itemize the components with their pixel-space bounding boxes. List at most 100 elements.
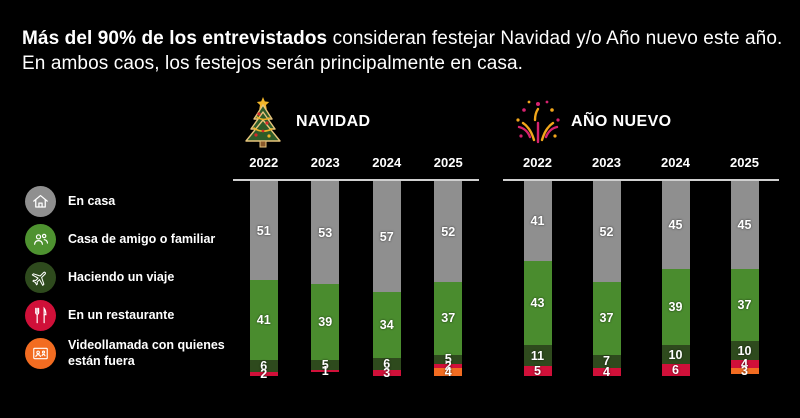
bar-segment-casa-amigo: 39 <box>661 268 690 345</box>
section-title-anonuevo: AÑO NUEVO <box>571 113 672 130</box>
segment-value: 52 <box>441 224 456 239</box>
bar-segment-casa-amigo: 41 <box>249 280 278 361</box>
legend-label: Videollamada con quienes están fuera <box>68 338 225 368</box>
section-header-navidad: NAVIDAD <box>239 96 371 148</box>
fireworks-icon <box>514 96 562 148</box>
bar-segment-restaurante: 2 <box>434 360 463 372</box>
segment-value: 41 <box>256 313 271 328</box>
page-title: Más del 90% de los entrevistados conside… <box>22 26 792 77</box>
bar-segment-en-casa: 45 <box>730 181 759 269</box>
year-label: 2024 <box>372 155 402 170</box>
bar-segment-viaje: 7 <box>592 354 621 369</box>
segment-value: 3 <box>383 365 391 380</box>
segment-value: 37 <box>737 297 752 312</box>
year-label: 2022 <box>523 155 552 170</box>
year-label: 2023 <box>592 155 621 170</box>
segment-value: 6 <box>260 358 268 373</box>
bar-segment-casa-amigo: 37 <box>592 282 621 355</box>
segment-value: 52 <box>599 224 614 239</box>
segment-value: 43 <box>530 295 545 310</box>
bar-segment-viaje: 6 <box>372 358 401 371</box>
bar-segment-videollamada: 4 <box>434 366 463 378</box>
bar-segment-restaurante: 5 <box>523 365 552 377</box>
bar-column-2023: 2023 52 37 7 4 <box>572 155 641 378</box>
segment-value: 34 <box>379 318 394 333</box>
segment-value: 6 <box>383 357 391 372</box>
bar-segment-en-casa: 52 <box>592 181 621 283</box>
stacked-bar: 45 39 10 6 <box>661 181 690 376</box>
legend-item-en-casa: En casa <box>25 186 235 217</box>
segment-value: 45 <box>737 217 752 232</box>
legend-item-videollamada: Videollamada con quienes están fuera <box>25 338 235 370</box>
stacked-bar: 51 41 6 2 <box>249 181 278 380</box>
bar-column-2025: 2025 45 37 10 4 3 <box>710 155 779 377</box>
segment-value: 4 <box>603 364 610 379</box>
segment-value: 2 <box>444 358 452 373</box>
year-label: 2023 <box>310 155 340 170</box>
year-label: 2024 <box>661 155 690 170</box>
bar-segment-casa-amigo: 34 <box>372 292 401 359</box>
segment-value: 39 <box>318 315 333 330</box>
christmas-tree-icon <box>239 96 287 148</box>
bar-segment-viaje: 10 <box>730 340 759 361</box>
section-header-anonuevo: AÑO NUEVO <box>514 96 672 148</box>
legend-label: Casa de amigo o familiar <box>68 231 216 246</box>
bar-segment-en-casa: 52 <box>434 181 463 283</box>
bar-segment-casa-amigo: 39 <box>311 284 340 361</box>
segment-value: 39 <box>668 299 683 314</box>
segment-value: 53 <box>318 225 333 240</box>
legend-item-casa-amigo: Casa de amigo o familiar <box>25 224 235 255</box>
segment-value: 57 <box>379 229 394 244</box>
bar-segment-en-casa: 41 <box>523 181 552 261</box>
bar-segment-restaurante: 4 <box>730 358 759 370</box>
house-icon <box>25 186 56 217</box>
year-label: 2025 <box>730 155 759 170</box>
bar-segment-viaje: 10 <box>661 344 690 365</box>
bar-segment-restaurante: 6 <box>661 364 690 376</box>
segment-value: 45 <box>668 217 683 232</box>
bar-segment-videollamada: 3 <box>730 365 759 377</box>
bar-segment-restaurante: 4 <box>592 366 621 378</box>
stacked-bar: 52 37 5 2 4 <box>434 181 463 378</box>
bar-segment-restaurante: 2 <box>249 368 278 380</box>
legend-label: En un restaurante <box>68 307 175 322</box>
bar-segment-restaurante: 1 <box>311 365 340 377</box>
year-label: 2022 <box>249 155 279 170</box>
bar-segment-viaje: 6 <box>249 360 278 373</box>
segment-value: 3 <box>741 363 748 378</box>
bar-column-2024: 2024 57 34 6 3 <box>356 155 418 379</box>
chart-anonuevo: 2022 41 43 11 5 2023 52 37 7 4 2024 45 39 10 6 2025 45 37… <box>503 155 779 378</box>
bar-segment-en-casa: 45 <box>661 181 690 269</box>
segment-value: 37 <box>441 311 456 326</box>
bar-segment-casa-amigo: 43 <box>523 260 552 345</box>
segment-value: 6 <box>672 362 679 377</box>
legend-item-viaje: Haciendo un viaje <box>25 262 235 293</box>
legend-label: Haciendo un viaje <box>68 269 175 284</box>
stacked-bar: 57 34 6 3 <box>372 181 401 379</box>
bar-column-2023: 2023 53 39 5 1 <box>295 155 357 377</box>
bar-column-2025: 2025 52 37 5 2 4 <box>418 155 480 378</box>
restaurant-icon <box>25 300 56 331</box>
segment-value: 1 <box>321 363 329 378</box>
bar-segment-viaje: 11 <box>523 344 552 367</box>
segment-value: 7 <box>603 354 610 369</box>
segment-value: 11 <box>530 348 545 363</box>
segment-value: 10 <box>668 347 683 362</box>
segment-value: 5 <box>321 358 329 373</box>
people-icon <box>25 224 56 255</box>
stacked-bar: 45 37 10 4 3 <box>730 181 759 377</box>
segment-value: 5 <box>534 363 541 378</box>
bar-segment-restaurante: 3 <box>372 367 401 379</box>
legend: En casa Casa de amigo o familiar Haciend… <box>25 186 235 370</box>
bar-column-2022: 2022 41 43 11 5 <box>503 155 572 377</box>
year-label: 2025 <box>433 155 463 170</box>
stacked-bar: 41 43 11 5 <box>523 181 552 377</box>
legend-label: En casa <box>68 193 116 208</box>
legend-item-restaurante: En un restaurante <box>25 300 235 331</box>
axis-line <box>503 179 779 181</box>
axis-line <box>233 179 479 181</box>
bar-segment-casa-amigo: 37 <box>434 282 463 355</box>
bar-segment-en-casa: 53 <box>311 181 340 285</box>
segment-value: 5 <box>444 352 452 367</box>
